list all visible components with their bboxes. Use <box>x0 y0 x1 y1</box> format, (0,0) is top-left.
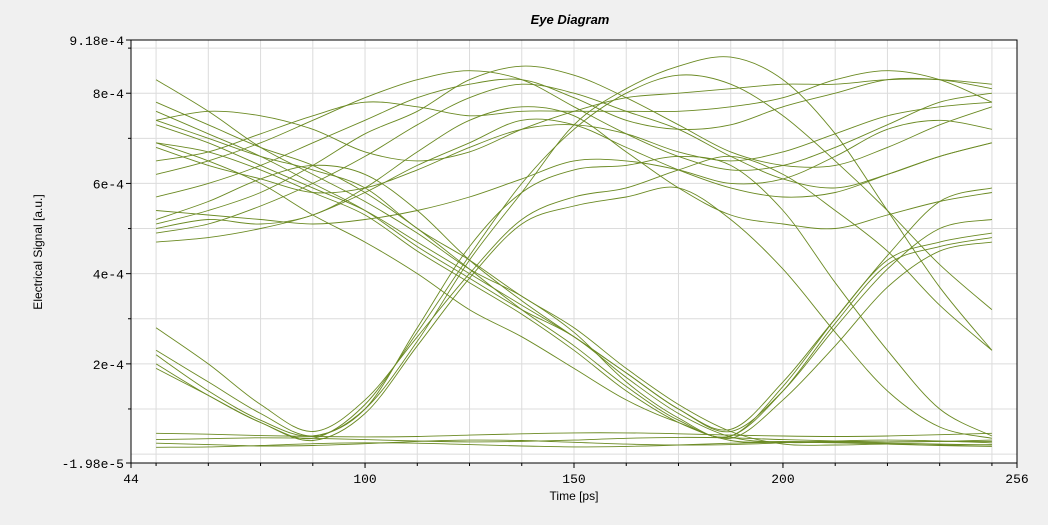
series-layer <box>155 56 993 448</box>
trace-line-9 <box>155 155 993 432</box>
y-tick-label: 4e-4 <box>93 268 124 283</box>
y-tick-label: 9.18e-4 <box>69 34 124 49</box>
x-axis-label: Time [ps] <box>550 489 599 503</box>
trace-line-27 <box>156 441 992 448</box>
x-tick-label: 256 <box>1005 472 1028 487</box>
y-axis-label: Electrical Signal [a.u.] <box>31 194 45 309</box>
trace-line-24 <box>156 439 992 447</box>
y-tick-label: 8e-4 <box>93 87 124 102</box>
x-tick-label: 200 <box>771 472 794 487</box>
trace-line-23 <box>155 101 992 194</box>
x-tick-label: 100 <box>353 472 376 487</box>
y-tick-label: -1.98e-5 <box>62 457 124 472</box>
trace-line-8 <box>155 164 992 431</box>
axis-ticks: 44 100 150 200 256 -1.98e-5 2e-4 4e-4 6e-4 8e-4 9.… <box>62 34 1029 487</box>
trace-line-22 <box>156 119 992 225</box>
trace-line-25 <box>156 432 992 438</box>
trace-line-18 <box>155 70 992 175</box>
trace-line-7 <box>155 119 992 446</box>
chart-title: Eye Diagram <box>531 12 610 27</box>
trace-line-19 <box>156 106 992 230</box>
trace-line-14 <box>156 83 993 234</box>
trace-line-16 <box>155 77 992 198</box>
trace-line-13 <box>155 186 992 441</box>
y-tick-label: 6e-4 <box>93 177 124 192</box>
x-tick-label: 150 <box>562 472 585 487</box>
y-tick-label: 2e-4 <box>93 358 124 373</box>
trace-line-21 <box>156 78 992 162</box>
trace-line-15 <box>155 65 993 225</box>
grid-lines <box>131 40 1017 463</box>
x-tick-label: 44 <box>123 472 139 487</box>
trace-line-4 <box>156 142 992 443</box>
trace-line-26 <box>156 436 992 443</box>
trace-line-2 <box>155 79 992 440</box>
